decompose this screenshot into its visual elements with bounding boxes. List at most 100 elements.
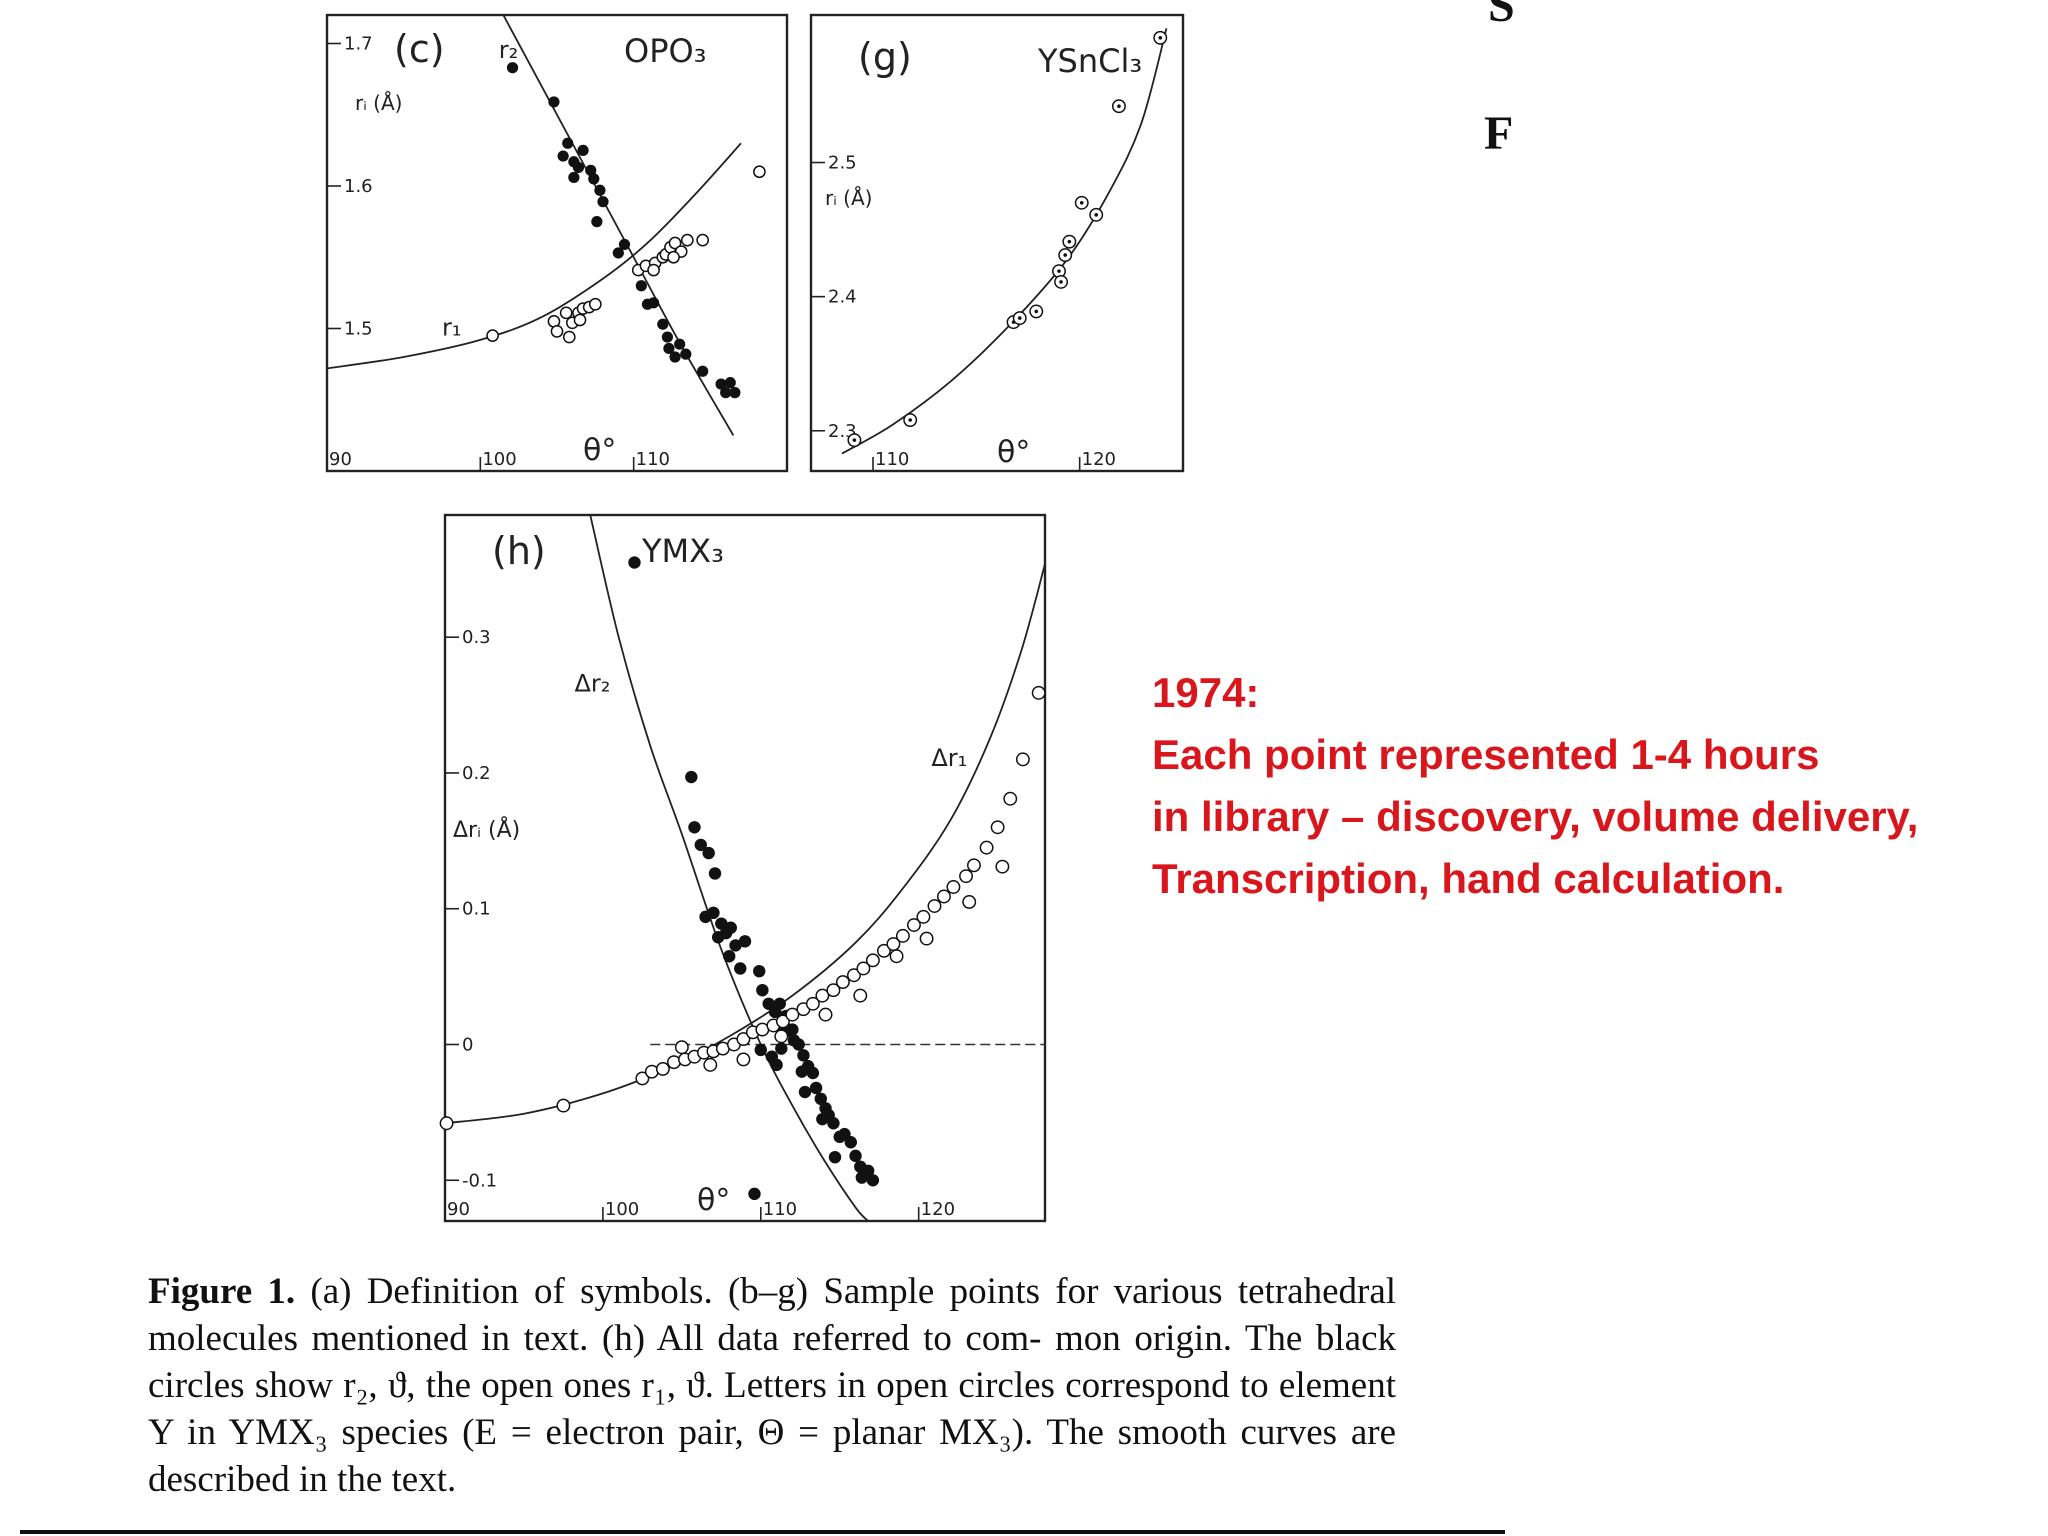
data-point-letter: [1117, 104, 1121, 108]
data-point-open: [674, 1040, 689, 1055]
data-point-filled: [729, 939, 742, 952]
panel-label: (g): [858, 35, 912, 79]
data-point-open: [785, 1007, 800, 1022]
data-point-filled: [724, 921, 737, 934]
data-point-filled: [809, 1081, 823, 1095]
data-point-open: [846, 968, 861, 983]
data-point-open: [775, 1014, 790, 1029]
data-point-open: [906, 918, 921, 932]
y-tick-label: 0.2: [462, 763, 491, 784]
data-point-open: [439, 1116, 454, 1131]
data-point-filled: [849, 1149, 862, 1163]
data-point-letter: [908, 418, 912, 422]
data-point-open: [486, 329, 499, 342]
data-point-open: [895, 928, 910, 943]
data-point-open: [736, 1052, 751, 1067]
data-point-filled: [680, 348, 692, 360]
data-point-filled: [797, 1049, 810, 1062]
caption-line: mon origin. The black circles show r₂, ϑ…: [148, 1318, 1397, 1406]
data-point-open: [680, 233, 694, 247]
x-tick-label: 100: [605, 1199, 639, 1220]
data-point-filled: [707, 906, 720, 920]
fit-curve: [445, 563, 1045, 1125]
curve-label: Δr₁: [931, 744, 967, 772]
data-point-filled: [612, 247, 624, 259]
data-point-open: [805, 996, 820, 1011]
data-point-filled: [568, 171, 580, 184]
data-point-open: [815, 988, 830, 1003]
data-point-filled: [827, 1117, 840, 1130]
data-point-open: [853, 988, 868, 1003]
curve-label: r₂: [499, 36, 519, 64]
data-point-open: [1015, 752, 1030, 767]
edge-fragment-f: F: [1484, 107, 1514, 160]
data-point-open: [826, 983, 841, 998]
curve-label: Δr₂: [574, 670, 610, 698]
data-point-filled: [694, 838, 707, 852]
data-point-filled: [635, 280, 647, 292]
data-point-filled: [548, 96, 560, 108]
data-point-filled: [773, 997, 786, 1010]
y-tick-label: 1.5: [344, 319, 373, 340]
data-point-filled: [738, 935, 752, 948]
x-axis-label: θ°: [997, 435, 1030, 470]
data-point-open: [588, 297, 602, 311]
data-point-open: [550, 325, 564, 338]
data-point-filled: [557, 150, 569, 162]
data-point-filled: [562, 137, 574, 149]
data-point-open: [865, 953, 880, 968]
x-tick-label: 120: [921, 1199, 955, 1220]
note-line: Transcription, hand calculation.: [1152, 855, 1785, 902]
chart-panel-h: 90 100 110 120 -0.1 0 0.1 0.2 0.3 (h) YMX₃ Δrᵢ (Å) θ…: [439, 513, 1047, 1223]
caption-line: pair, Θ = planar MX₃). The smooth curves…: [148, 1412, 1397, 1500]
annotation-note: 1974: Each point represented 1-4 hours i…: [1152, 662, 1918, 910]
data-point-filled: [585, 164, 597, 176]
data-point-filled: [723, 950, 736, 963]
data-point-letter: [1079, 200, 1084, 205]
data-point-open: [919, 931, 934, 946]
note-line: Each point represented 1-4 hours: [1152, 731, 1820, 778]
data-point-filled: [618, 238, 631, 251]
data-point-letter: [1059, 280, 1063, 284]
data-point-open: [818, 1007, 833, 1022]
data-point-open: [753, 165, 766, 179]
y-tick-label: 1.7: [344, 34, 373, 55]
data-point-filled: [648, 297, 660, 309]
data-point-open: [979, 840, 994, 855]
chart-title: YMX₃: [641, 532, 724, 570]
data-point-open: [696, 233, 710, 247]
data-point-open: [889, 949, 904, 964]
data-point-open: [835, 975, 850, 989]
data-point-filled: [828, 1150, 842, 1164]
x-tick-label: 110: [763, 1199, 797, 1220]
data-point-filled: [866, 1174, 880, 1187]
data-point-filled: [770, 1058, 783, 1072]
x-tick-label: 90: [447, 1199, 470, 1220]
bottom-rule: [20, 1530, 1505, 1534]
data-point-filled: [594, 184, 606, 196]
data-point-open: [995, 859, 1010, 874]
data-point-filled: [663, 342, 675, 355]
data-point-open: [990, 820, 1005, 835]
data-point-open: [959, 869, 974, 884]
chart-panel-c: 90 100 110 1.5 1.6 1.7 (c) OPO₃ rᵢ (Å) θ° r₂ r₁: [325, 13, 789, 473]
data-point-filled: [775, 1042, 788, 1055]
data-point-open: [573, 313, 587, 327]
x-tick-label: 120: [1082, 449, 1116, 470]
data-point-filled: [754, 1043, 767, 1057]
data-point-filled: [724, 377, 736, 389]
data-point-filled: [715, 917, 728, 930]
data-point-filled: [756, 983, 769, 997]
data-point-open: [736, 1032, 751, 1047]
data-point-filled: [661, 331, 673, 343]
data-point-open: [946, 880, 961, 894]
data-point-filled: [591, 216, 603, 228]
data-point-open: [559, 306, 573, 320]
data-point-open: [562, 330, 576, 344]
x-axis-label: θ°: [697, 1183, 730, 1218]
note-year: 1974:: [1152, 669, 1260, 716]
curve-group: [445, 515, 1045, 1221]
data-point-open: [856, 961, 871, 976]
y-tick-label: 0.3: [462, 627, 491, 648]
